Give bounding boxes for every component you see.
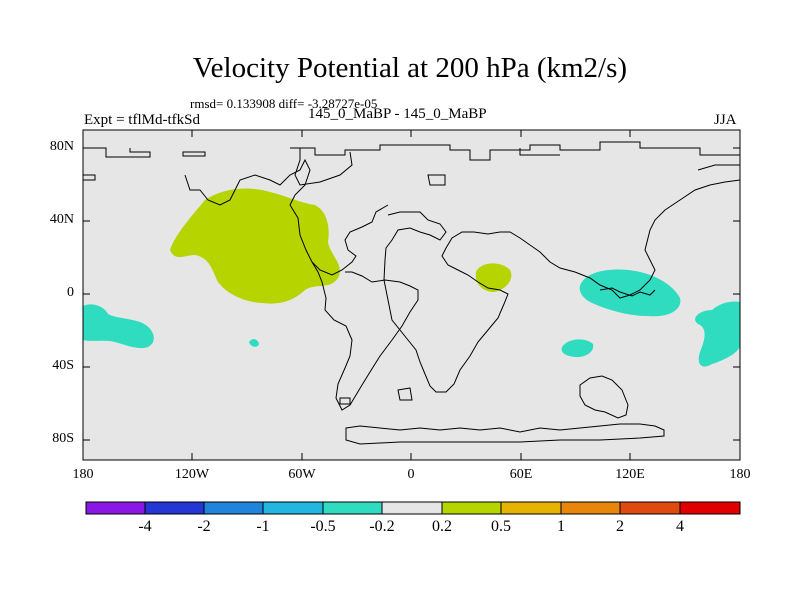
- greenland-coastline: [294, 148, 353, 186]
- arctic-coastline: [83, 141, 740, 186]
- colorbar-box: [203, 501, 264, 515]
- negative-anomaly-small-patch: [249, 339, 259, 347]
- negative-anomaly-east-pacific-east: [695, 301, 740, 367]
- stats-label: rmsd= 0.133908 diff= -3.28727e-05: [190, 96, 378, 111]
- x-tick-label: 60E: [509, 467, 533, 482]
- colorbar-label: -4: [138, 518, 152, 535]
- colorbar-label: 2: [616, 518, 624, 535]
- negative-anomaly-indian-ocean: [561, 339, 594, 358]
- colorbar-box: [322, 501, 383, 515]
- colorbar-box: [500, 501, 562, 515]
- x-tick-label: 120W: [174, 467, 210, 482]
- y-tick-label: 0: [67, 285, 74, 300]
- x-tick-label: 120E: [615, 467, 645, 482]
- negative-anomaly-maritime: [579, 269, 681, 317]
- colorbar-box: [560, 501, 621, 515]
- colorbar-label: -0.5: [310, 518, 336, 535]
- coastlines: [83, 141, 741, 445]
- colorbar-box: [85, 501, 146, 515]
- negative-anomaly-east-pacific-west: [83, 304, 154, 349]
- x-tick-label: 180: [72, 467, 94, 482]
- colorbar-box: [679, 501, 741, 515]
- colorbar: [85, 501, 741, 515]
- colorbar-label: 4: [676, 518, 684, 535]
- chart-title: Velocity Potential at 200 hPa (km2/s): [192, 52, 628, 84]
- positive-anomaly-arabia: [475, 263, 512, 292]
- x-tick-label: 0: [407, 467, 415, 482]
- colorbar-label: 1: [557, 518, 565, 535]
- negative-anomaly-areas: [83, 269, 740, 367]
- colorbar-label: -2: [197, 518, 211, 535]
- colorbar-box: [441, 501, 502, 515]
- colorbar-box: [619, 501, 681, 515]
- colorbar-box: [262, 501, 324, 515]
- y-tick-label: 80N: [49, 139, 74, 154]
- tick-marks: [83, 130, 740, 460]
- period-label: 145_0_MaBP - 145_0_MaBP: [308, 106, 487, 122]
- colorbar-label: -1: [256, 518, 270, 535]
- colorbar-box: [144, 501, 205, 515]
- colorbar-label: 0.5: [491, 518, 511, 535]
- colorbar-label: -0.2: [369, 518, 395, 535]
- colorbar-label: 0.2: [432, 518, 452, 535]
- south-america-coastline: [311, 261, 419, 411]
- indonesia-coastline: [599, 287, 656, 297]
- x-tick-label: 180: [729, 467, 751, 482]
- colorbar-box: [381, 501, 443, 515]
- australia-coastline: [579, 375, 629, 419]
- season-label: JJA: [714, 112, 737, 128]
- north-america-coastline: [83, 158, 389, 276]
- eurasia-africa-coastline: [383, 179, 741, 393]
- experiment-label: Expt = tflMd-tfkSd: [84, 112, 200, 128]
- y-tick-label: 40N: [49, 212, 74, 227]
- y-tick-label: 80S: [52, 431, 74, 446]
- y-tick-label: 40S: [52, 358, 74, 373]
- antarctica-coastline: [339, 387, 665, 445]
- x-tick-label: 60W: [288, 467, 316, 482]
